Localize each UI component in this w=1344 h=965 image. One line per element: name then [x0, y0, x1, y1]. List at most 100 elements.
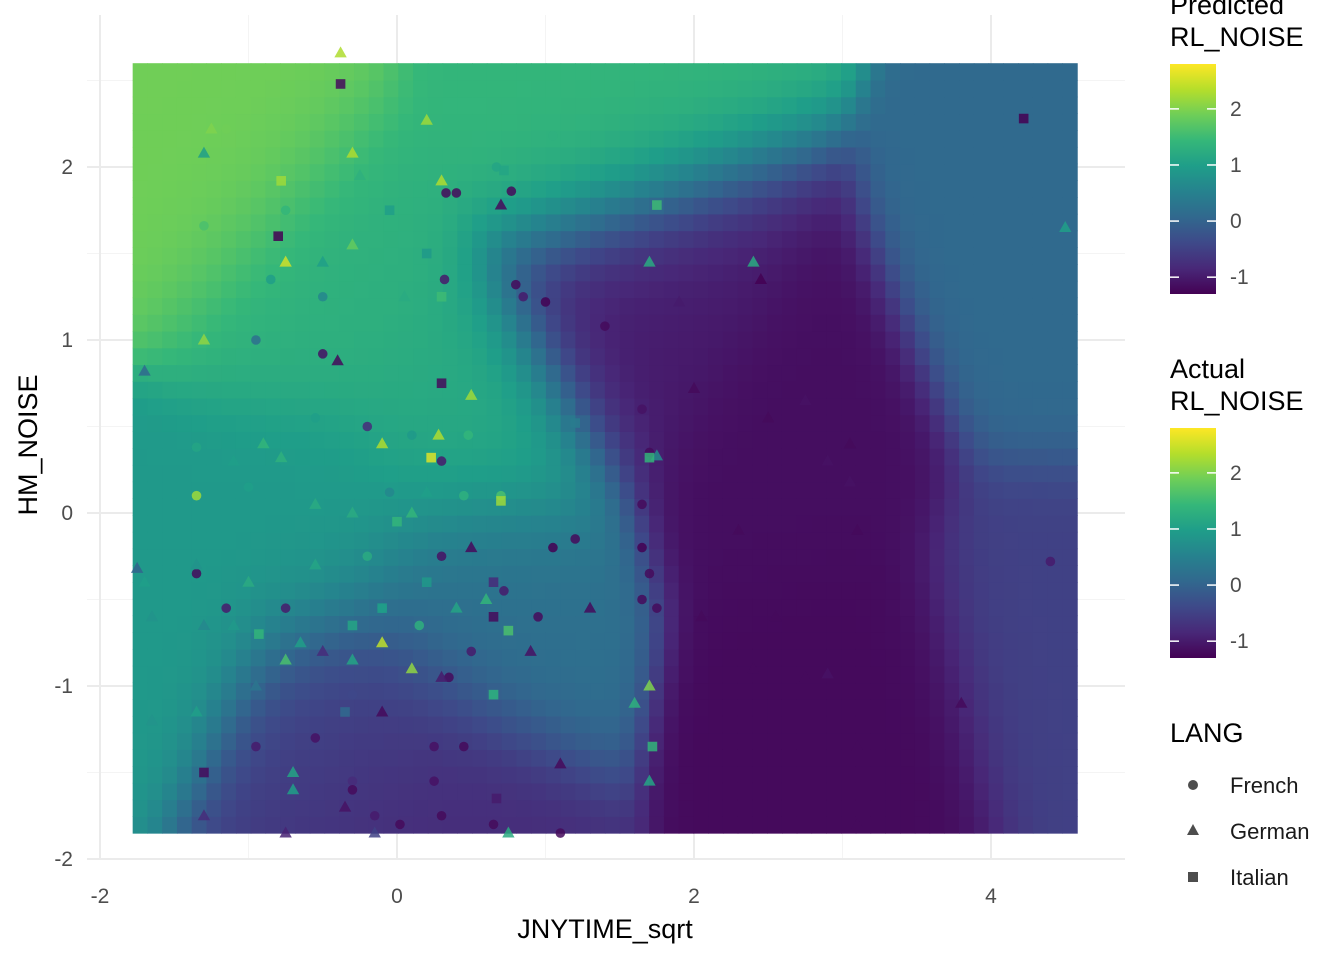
heatmap-cell [295, 766, 311, 784]
heatmap-cell [737, 213, 754, 232]
heatmap-cell [221, 531, 237, 550]
heatmap-cell [1032, 548, 1049, 566]
point-german [524, 644, 537, 656]
heatmap-cell [900, 448, 916, 466]
point-german [405, 662, 419, 674]
heatmap-cell [649, 130, 665, 148]
heatmap-cell [295, 431, 311, 449]
heatmap-cell [176, 732, 193, 750]
heatmap-cell [235, 364, 252, 382]
heatmap-cell [162, 448, 178, 466]
heatmap-cell [900, 632, 916, 650]
heatmap-cell [324, 515, 340, 533]
heatmap-cell [870, 96, 886, 115]
heatmap-cell [708, 665, 724, 684]
heatmap-cell [324, 766, 340, 784]
heatmap-cell [560, 548, 576, 566]
heatmap-cell [531, 264, 547, 282]
heatmap-cell [708, 397, 724, 416]
heatmap-cell [737, 766, 754, 784]
heatmap-cell [221, 314, 237, 332]
heatmap-cell [442, 96, 458, 115]
heatmap-cell [634, 163, 650, 181]
heatmap-cell [619, 347, 636, 366]
heatmap-cell [855, 766, 872, 784]
heatmap-cell [708, 799, 724, 817]
heatmap-cell [944, 632, 960, 650]
heatmap-cell [1018, 314, 1034, 332]
heatmap-cell [368, 230, 385, 248]
heatmap-cell [708, 414, 724, 432]
heatmap-cell [413, 665, 429, 684]
point-german [242, 575, 255, 587]
heatmap-cell [973, 715, 990, 734]
heatmap-cell [885, 782, 901, 801]
point-german [279, 826, 292, 838]
heatmap-cell [545, 163, 562, 181]
heatmap-cell [191, 230, 208, 248]
heatmap-cell [634, 749, 650, 767]
heatmap-cell [988, 180, 1004, 198]
heatmap-cell [944, 130, 960, 148]
heatmap-cell [531, 665, 547, 684]
heatmap-cell [235, 515, 252, 533]
heatmap-cell [855, 297, 872, 315]
heatmap-cell [427, 699, 444, 717]
heatmap-cell [235, 464, 252, 483]
heatmap-cell [885, 799, 901, 817]
heatmap-cell [959, 230, 975, 248]
heatmap-cell [737, 448, 754, 466]
heatmap-cell [383, 665, 399, 684]
heatmap-cell [427, 96, 444, 115]
point-german [554, 757, 567, 769]
heatmap-cell [767, 381, 783, 399]
heatmap-cell [147, 213, 163, 232]
heatmap-cell [398, 364, 414, 382]
heatmap-cell [191, 749, 208, 767]
heatmap-cell [531, 113, 547, 131]
heatmap-cell [383, 381, 399, 399]
heatmap-cell [531, 548, 547, 566]
heatmap-cell [413, 732, 429, 750]
heatmap-cell [191, 715, 208, 734]
heatmap-cell [176, 264, 193, 282]
heatmap-cell [973, 113, 990, 131]
heatmap-cell [531, 565, 547, 583]
heatmap-cell [309, 197, 326, 215]
heatmap-cell [575, 280, 591, 299]
heatmap-cell [708, 264, 724, 282]
heatmap-cell [988, 699, 1004, 717]
heatmap-cell [590, 582, 606, 600]
heatmap-cell [634, 799, 650, 817]
heatmap-cell [914, 230, 931, 248]
heatmap-cell [413, 163, 429, 181]
heatmap-cell [457, 130, 473, 148]
heatmap-cell [988, 782, 1004, 801]
heatmap-cell [619, 464, 636, 483]
heatmap-cell [781, 297, 798, 315]
heatmap-cell [1003, 163, 1019, 181]
heatmap-cell [560, 682, 576, 700]
heatmap-cell [176, 213, 193, 232]
heatmap-cell [516, 230, 532, 248]
heatmap-cell [649, 515, 665, 533]
point-italian [1018, 113, 1029, 124]
heatmap-cell [590, 213, 606, 232]
heatmap-cell [826, 665, 842, 684]
heatmap-cell [1018, 130, 1034, 148]
point-german [190, 558, 203, 570]
heatmap-cell [634, 347, 650, 366]
heatmap-cell [162, 799, 178, 817]
heatmap-cell [516, 364, 532, 382]
heatmap-cell [590, 766, 606, 784]
heatmap-cell [354, 582, 370, 600]
heatmap-cell [708, 448, 724, 466]
heatmap-cell [176, 113, 193, 131]
heatmap-cell [708, 632, 724, 650]
heatmap-cell [501, 565, 517, 583]
heatmap-cell [339, 163, 355, 181]
heatmap-cell [900, 381, 916, 399]
heatmap-cell [959, 314, 975, 332]
heatmap-cell [811, 347, 827, 366]
heatmap-cell [147, 146, 163, 165]
